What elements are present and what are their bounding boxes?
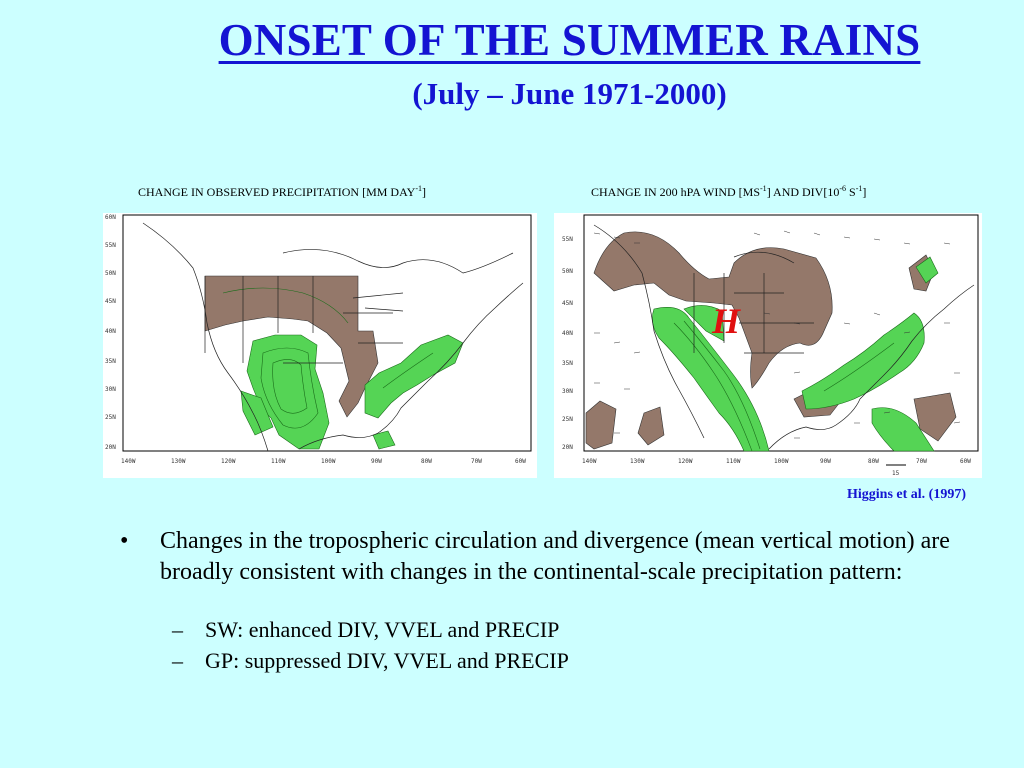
sub-bullet: – SW: enhanced DIV, VVEL and PRECIP (120, 614, 980, 645)
wind-divergence-map: 15 140W 130W 120W 110W 100W 90W 80W 70W … (554, 213, 982, 478)
bullet-dot: • (120, 528, 129, 554)
lat-tick: 40N (105, 328, 116, 335)
lat-tick: 25N (105, 414, 116, 421)
vector-scale-key: 15 (886, 464, 906, 477)
lat-tick: 35N (105, 358, 116, 365)
lon-tick: 80W (868, 458, 879, 465)
lon-tick: 110W (271, 458, 286, 465)
lon-tick: 70W (916, 458, 927, 465)
positive-div-southwest (652, 307, 770, 452)
lon-tick: 70W (471, 458, 482, 465)
coastlines (142, 222, 524, 452)
lat-tick: 45N (105, 298, 116, 305)
positive-div-southeast (801, 312, 925, 410)
lat-tick: 35N (562, 360, 573, 367)
lon-tick: 130W (630, 458, 645, 465)
lon-tick: 100W (774, 458, 789, 465)
lon-tick: 120W (678, 458, 693, 465)
lat-tick: 50N (105, 270, 116, 277)
negative-div-mexico (637, 406, 665, 446)
slide-subtitle: (July – June 1971-2000) (412, 76, 727, 111)
lat-tick: 55N (105, 242, 116, 249)
left-caption-main: CHANGE IN OBSERVED PRECIPITATION [MM DAY (138, 185, 416, 199)
slide-title: ONSET OF THE SUMMER RAINS (218, 15, 921, 65)
lat-tick: 60N (105, 214, 116, 221)
right-caption-sup2: -6 (839, 184, 847, 193)
left-map-caption: CHANGE IN OBSERVED PRECIPITATION [MM DAY… (138, 185, 426, 200)
positive-div-maritimes (915, 256, 939, 284)
lat-tick: 45N (562, 300, 573, 307)
lon-tick: 140W (121, 458, 136, 465)
lon-tick: 130W (171, 458, 186, 465)
lat-tick: 20N (105, 444, 116, 451)
precipitation-map-graphic: 140W 130W 120W 110W 100W 90W 80W 70W 60W… (105, 214, 532, 465)
sub-bullet-dash: – (172, 648, 183, 673)
div-contours (673, 320, 895, 452)
coastlines (593, 224, 975, 450)
negative-div-atlantic (913, 392, 957, 442)
lon-tick: 80W (421, 458, 432, 465)
left-caption-sup: -1 (415, 184, 422, 193)
right-map-caption: CHANGE IN 200 hPA WIND [MS-1] AND DIV[10… (591, 185, 866, 200)
lat-tick: 55N (562, 236, 573, 243)
lon-tick: 60W (960, 458, 971, 465)
lat-tick: 25N (562, 416, 573, 423)
right-caption-mid: ] AND DIV[10 (766, 185, 840, 199)
lon-tick: 140W (582, 458, 597, 465)
right-caption-sup3: -1 (855, 184, 863, 193)
lon-tick: 60W (515, 458, 526, 465)
positive-precip-sw (246, 334, 330, 450)
sub-bullet-dash: – (172, 617, 183, 642)
bullet-main: • Changes in the tropospheric circulatio… (120, 526, 980, 588)
bullet-list: • Changes in the tropospheric circulatio… (120, 526, 980, 676)
negative-div-north (593, 231, 833, 389)
left-caption-end: ] (421, 185, 426, 199)
positive-precip-gulf (372, 430, 396, 450)
lon-tick: 120W (221, 458, 236, 465)
vector-scale-label: 15 (892, 470, 900, 477)
sub-bullet-text: GP: suppressed DIV, VVEL and PRECIP (205, 648, 569, 673)
precip-contours (222, 287, 434, 429)
bullet-main-text: Changes in the tropospheric circulation … (160, 528, 950, 585)
high-pressure-marker: H (712, 301, 741, 341)
lon-tick: 90W (371, 458, 382, 465)
right-map-ticks: 140W 130W 120W 110W 100W 90W 80W 70W 60W… (562, 236, 971, 465)
lat-tick: 20N (562, 444, 573, 451)
lon-tick: 90W (820, 458, 831, 465)
lon-tick: 100W (321, 458, 336, 465)
positive-div-caribbean (871, 407, 935, 452)
right-caption-sup1: -1 (760, 184, 767, 193)
precipitation-change-map: 140W 130W 120W 110W 100W 90W 80W 70W 60W… (103, 213, 537, 478)
negative-div-pacific (585, 400, 617, 450)
lat-tick: 50N (562, 268, 573, 275)
sub-bullet: – GP: suppressed DIV, VVEL and PRECIP (120, 645, 980, 676)
lon-tick: 110W (726, 458, 741, 465)
lat-tick: 40N (562, 330, 573, 337)
lat-tick: 30N (105, 386, 116, 393)
positive-precip-southeast (364, 334, 464, 419)
right-caption-end: ] (862, 185, 867, 199)
sub-bullet-list: – SW: enhanced DIV, VVEL and PRECIP – GP… (120, 614, 980, 676)
citation: Higgins et al. (1997) (847, 487, 966, 502)
right-caption-mid2: S (846, 185, 856, 199)
positive-precip-coast (240, 390, 274, 436)
lat-tick: 30N (562, 388, 573, 395)
wind-vectors (593, 230, 961, 439)
left-map-ticks: 140W 130W 120W 110W 100W 90W 80W 70W 60W… (105, 214, 526, 465)
right-caption-main: CHANGE IN 200 hPA WIND [MS (591, 185, 761, 199)
sub-bullet-text: SW: enhanced DIV, VVEL and PRECIP (205, 617, 560, 642)
wind-map-graphic: 15 140W 130W 120W 110W 100W 90W 80W 70W … (562, 214, 979, 477)
